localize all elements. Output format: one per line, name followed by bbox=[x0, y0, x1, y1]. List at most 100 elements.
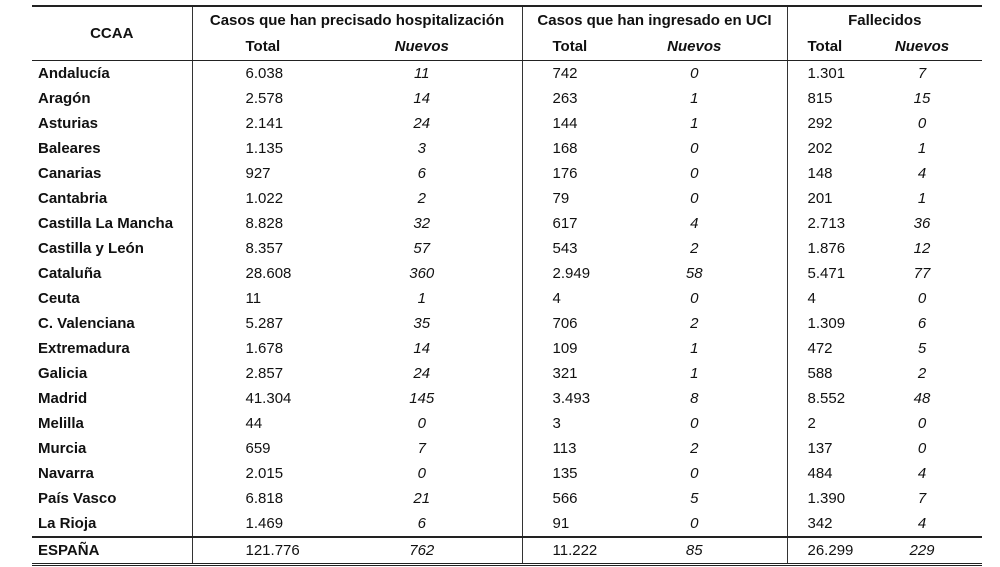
total-uci-new-cell: 85 bbox=[602, 536, 787, 566]
hosp-new-cell: 24 bbox=[413, 365, 431, 382]
uci-new-cell: 0 bbox=[690, 290, 699, 307]
uci-new-cell: 2 bbox=[690, 240, 699, 257]
fall-new-cell: 0 bbox=[917, 415, 927, 432]
table-row: Murcia 659 7 113 2 137 0 bbox=[32, 436, 982, 461]
hosp-total-cell: 927 bbox=[191, 161, 322, 186]
region-cell: Cantabria bbox=[38, 190, 108, 207]
hosp-new-cell: 6 bbox=[417, 165, 426, 182]
hosp-new-cell: 14 bbox=[413, 90, 431, 107]
total-fall-total-cell: 26.299 bbox=[786, 536, 862, 566]
icu-group-header: Casos que han ingresado en UCI bbox=[521, 5, 787, 34]
fall-total-cell: 1.301 bbox=[786, 60, 862, 86]
deaths-group-header: Fallecidos bbox=[786, 5, 983, 34]
region-cell: Ceuta bbox=[38, 290, 80, 307]
fall-new-cell: 4 bbox=[917, 515, 927, 532]
hosp-total-cell: 1.678 bbox=[191, 336, 322, 361]
fall-new-cell: 0 bbox=[917, 440, 927, 457]
hosp-total-cell: 41.304 bbox=[191, 386, 322, 411]
uci-new-cell: 0 bbox=[690, 515, 699, 532]
hosp-total-cell: 2.141 bbox=[191, 111, 322, 136]
uci-new-cell: 4 bbox=[690, 215, 699, 232]
fall-total-cell: 484 bbox=[786, 461, 862, 486]
total-fall-new-cell: 229 bbox=[862, 536, 983, 566]
uci-new-cell: 0 bbox=[690, 415, 699, 432]
header-row-groups: CCAA Casos que han precisado hospitaliza… bbox=[32, 5, 983, 61]
hosp-total-cell: 1.469 bbox=[191, 511, 322, 537]
hosp-total-cell: 6.818 bbox=[191, 486, 322, 511]
hosp-new-cell: 360 bbox=[409, 265, 435, 282]
hosp-total-cell: 8.357 bbox=[191, 236, 322, 261]
table-row: Castilla y León 8.357 57 543 2 1.876 12 bbox=[32, 236, 982, 261]
fall-total-cell: 148 bbox=[786, 161, 862, 186]
table-row: Aragón 2.578 14 263 1 815 15 bbox=[32, 86, 982, 111]
fall-total-cell: 588 bbox=[786, 361, 862, 386]
hosp-new-cell: 11 bbox=[413, 65, 430, 82]
uci-total-cell: 263 bbox=[521, 86, 602, 111]
table-row: La Rioja 1.469 6 91 0 342 4 bbox=[32, 511, 982, 537]
fall-total-cell: 4 bbox=[786, 286, 862, 311]
hosp-total-cell: 11 bbox=[191, 286, 322, 311]
fall-new-cell: 4 bbox=[917, 165, 927, 182]
uci-total-cell: 706 bbox=[521, 311, 602, 336]
hosp-new-cell: 0 bbox=[417, 465, 426, 482]
ccaa-column-header: CCAA bbox=[32, 5, 192, 61]
uci-total-cell: 2.949 bbox=[521, 261, 602, 286]
fall-total-cell: 815 bbox=[786, 86, 862, 111]
table-row: C. Valenciana 5.287 35 706 2 1.309 6 bbox=[32, 311, 982, 336]
uci-total-cell: 3 bbox=[521, 411, 602, 436]
hosp-total-cell: 2.578 bbox=[191, 86, 322, 111]
hosp-new-cell: 7 bbox=[417, 440, 426, 457]
uci-new-cell: 2 bbox=[690, 315, 699, 332]
table-row: Madrid 41.304 145 3.493 8 8.552 48 bbox=[32, 386, 982, 411]
fall-total-cell: 137 bbox=[786, 436, 862, 461]
uci-new-cell: 5 bbox=[690, 490, 699, 507]
fall-new-cell: 48 bbox=[913, 390, 931, 407]
hosp-new-cell: 3 bbox=[417, 140, 426, 157]
fall-total-cell: 1.309 bbox=[786, 311, 862, 336]
table-row: Canarias 927 6 176 0 148 4 bbox=[32, 161, 982, 186]
region-cell: La Rioja bbox=[38, 515, 97, 532]
hosp-total-cell: 2.857 bbox=[191, 361, 322, 386]
uci-total-header: Total bbox=[521, 34, 602, 61]
region-cell: Melilla bbox=[38, 415, 84, 432]
region-cell: Castilla La Mancha bbox=[38, 215, 174, 232]
fall-new-cell: 4 bbox=[917, 465, 927, 482]
covid-ccaa-table: CCAA Casos que han precisado hospitaliza… bbox=[32, 5, 983, 566]
fall-total-cell: 5.471 bbox=[786, 261, 862, 286]
uci-new-cell: 2 bbox=[690, 440, 699, 457]
uci-total-cell: 113 bbox=[521, 436, 602, 461]
region-cell: Galicia bbox=[38, 365, 88, 382]
hosp-total-cell: 28.608 bbox=[191, 261, 322, 286]
fall-new-cell: 0 bbox=[917, 290, 927, 307]
uci-new-header: Nuevos bbox=[602, 34, 787, 61]
hosp-total-cell: 8.828 bbox=[191, 211, 322, 236]
uci-total-cell: 4 bbox=[521, 286, 602, 311]
fall-new-cell: 36 bbox=[913, 215, 931, 232]
uci-total-cell: 79 bbox=[521, 186, 602, 211]
uci-total-cell: 742 bbox=[521, 60, 602, 86]
uci-new-cell: 0 bbox=[690, 140, 699, 157]
fall-total-cell: 292 bbox=[786, 111, 862, 136]
fall-new-cell: 1 bbox=[917, 140, 927, 157]
uci-new-cell: 0 bbox=[690, 65, 699, 82]
hosp-new-cell: 21 bbox=[413, 490, 431, 507]
region-cell: Navarra bbox=[38, 465, 94, 482]
uci-total-cell: 617 bbox=[521, 211, 602, 236]
fall-total-cell: 342 bbox=[786, 511, 862, 537]
uci-total-cell: 3.493 bbox=[521, 386, 602, 411]
uci-new-cell: 0 bbox=[690, 165, 699, 182]
uci-new-cell: 8 bbox=[690, 390, 699, 407]
hosp-total-cell: 2.015 bbox=[191, 461, 322, 486]
fall-total-cell: 201 bbox=[786, 186, 862, 211]
hosp-new-cell: 35 bbox=[413, 315, 431, 332]
fall-total-cell: 1.390 bbox=[786, 486, 862, 511]
hosp-new-cell: 145 bbox=[409, 390, 435, 407]
uci-total-cell: 321 bbox=[521, 361, 602, 386]
total-uci-total-cell: 11.222 bbox=[521, 536, 602, 566]
uci-new-cell: 1 bbox=[690, 115, 699, 132]
region-cell: Madrid bbox=[38, 390, 88, 407]
uci-total-cell: 543 bbox=[521, 236, 602, 261]
uci-total-cell: 168 bbox=[521, 136, 602, 161]
table-row: Ceuta 11 1 4 0 4 0 bbox=[32, 286, 982, 311]
table-row: Galicia 2.857 24 321 1 588 2 bbox=[32, 361, 982, 386]
